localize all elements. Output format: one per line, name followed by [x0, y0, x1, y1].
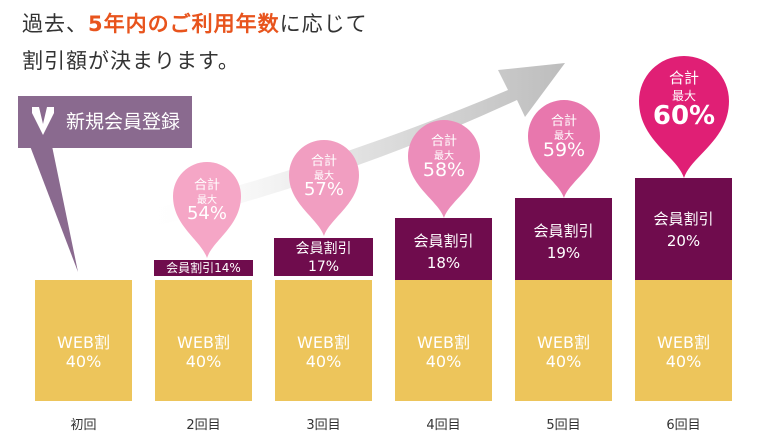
headline-highlight: 5年内のご利用年数 [88, 12, 280, 36]
total-pin-6: 合計 最大 60% [639, 56, 729, 178]
web-label: WEB割 [417, 333, 470, 352]
member-rate: 19% [546, 244, 581, 262]
chevron-down-icon [32, 107, 54, 135]
web-label: WEB割 [177, 333, 230, 352]
x-label-5: 5回目 [546, 418, 581, 433]
total-sub: 最大 [314, 171, 334, 182]
x-label-3: 3回目 [306, 418, 341, 433]
total-pin-2: 合計 最大 54% [173, 162, 241, 258]
web-label: WEB割 [657, 333, 710, 352]
member-label: 会員割引14% [166, 261, 241, 275]
web-rate: 40% [665, 352, 702, 371]
web-discount-bar-3: WEB割 40% [275, 280, 372, 401]
member-discount-bar-4: 会員割引 18% [395, 218, 492, 280]
total-label: 合計 [430, 134, 457, 149]
total-sub: 最大 [197, 195, 217, 206]
web-rate: 40% [305, 352, 342, 371]
member-rate: 20% [666, 232, 701, 250]
web-discount-bar-4: WEB割 40% [395, 280, 492, 401]
total-value: 60% [652, 101, 716, 131]
total-label: 合計 [193, 178, 220, 193]
total-sub: 最大 [671, 89, 696, 103]
total-value: 59% [542, 139, 586, 161]
web-discount-bar-1: WEB割 40% [35, 280, 132, 401]
total-label: 合計 [310, 154, 337, 169]
web-discount-bar-5: WEB割 40% [515, 280, 612, 401]
headline-line-2: 割引額が決まります。 [22, 49, 240, 73]
member-label: 会員割引 [653, 210, 714, 228]
web-label: WEB割 [297, 333, 350, 352]
member-discount-bar-3: 会員割引 17% [272, 236, 375, 278]
total-sub: 最大 [554, 131, 574, 142]
new-member-label: 新規会員登録 [66, 111, 181, 133]
headline-prefix: 過去、 [22, 12, 88, 36]
x-label-4: 4回目 [426, 418, 461, 433]
web-rate: 40% [425, 352, 462, 371]
new-member-badge: 新規会員登録 [18, 96, 192, 148]
member-rate: 17% [307, 259, 340, 275]
web-rate: 40% [65, 352, 102, 371]
total-value: 54% [186, 203, 227, 224]
total-value: 57% [303, 179, 344, 200]
member-label: 会員割引 [295, 241, 352, 257]
member-label: 会員割引 [533, 222, 594, 240]
web-discount-bar-6: WEB割 40% [635, 280, 732, 401]
web-discount-bar-2: WEB割 40% [155, 280, 252, 401]
x-label-1: 初回 [70, 418, 97, 433]
total-value: 58% [422, 159, 466, 181]
map-pin-icon [173, 162, 241, 258]
member-discount-bar-2: 会員割引14% [152, 258, 255, 278]
total-pin-5: 合計 最大 59% [528, 100, 600, 198]
total-label: 合計 [550, 114, 577, 129]
map-pin-icon [639, 56, 729, 178]
x-label-6: 6回目 [666, 418, 701, 433]
web-rate: 40% [185, 352, 222, 371]
headline-suffix: に応じて [279, 12, 368, 36]
total-pin-3: 合計 最大 57% [289, 140, 359, 236]
member-discount-bar-6: 会員割引 20% [635, 178, 732, 280]
x-label-2: 2回目 [186, 418, 221, 433]
web-label: WEB割 [537, 333, 590, 352]
member-rate: 18% [426, 254, 461, 272]
headline-line-1: 過去、5年内のご利用年数に応じて [22, 8, 368, 38]
total-label: 合計 [668, 69, 699, 87]
member-label: 会員割引 [413, 232, 474, 250]
total-sub: 最大 [434, 151, 454, 162]
web-label: WEB割 [57, 333, 110, 352]
map-pin-icon [289, 140, 359, 236]
member-discount-bar-5: 会員割引 19% [515, 198, 612, 280]
map-pin-icon [408, 120, 480, 218]
web-rate: 40% [545, 352, 582, 371]
total-pin-4: 合計 最大 58% [408, 120, 480, 218]
map-pin-icon [528, 100, 600, 198]
